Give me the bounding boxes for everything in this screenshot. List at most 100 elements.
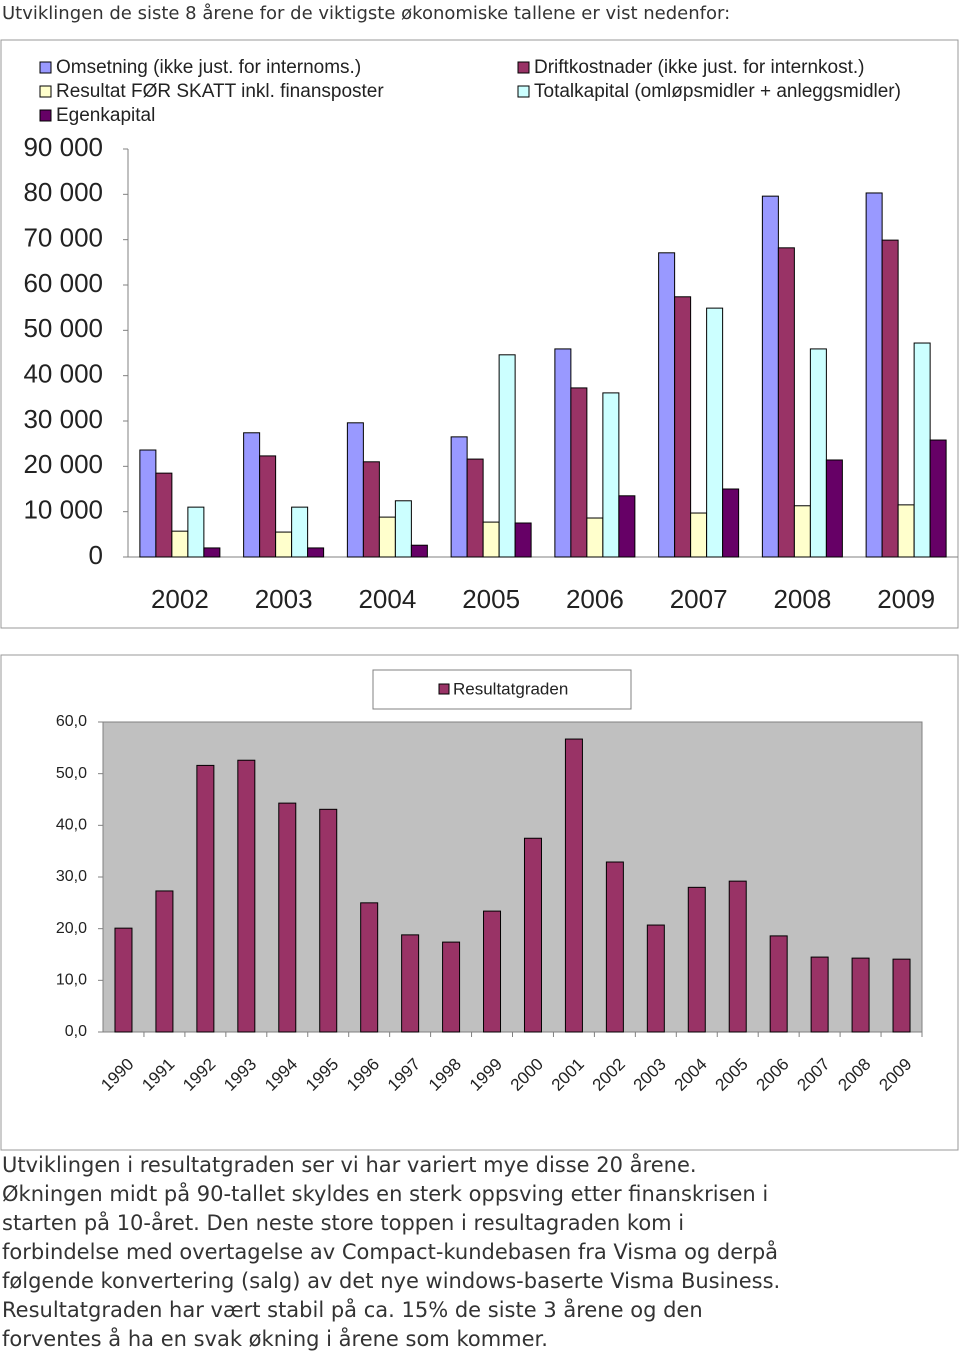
legend-label: Totalkapital (omløpsmidler + anleggsmidl… (534, 81, 901, 102)
bar (554, 348, 572, 558)
y-tick-label: 20 000 (23, 449, 103, 479)
y-tick-label: 60,0 (56, 713, 87, 730)
bar (761, 195, 779, 558)
y-tick-label: 50,0 (56, 765, 87, 782)
legend-swatch (39, 109, 52, 122)
bar (687, 886, 706, 1033)
y-tick-label: 10,0 (56, 972, 87, 989)
bar (450, 436, 468, 558)
bar (319, 808, 338, 1033)
bar (203, 547, 221, 558)
paragraph-line: starten på 10-året. Den neste store topp… (2, 1210, 684, 1235)
y-tick-label: 10 000 (23, 495, 103, 525)
legend-label: Resultatgraden (453, 679, 568, 698)
y-tick-label: 60 000 (23, 268, 103, 298)
bar (646, 924, 665, 1033)
bar (728, 880, 747, 1033)
bar (401, 934, 420, 1033)
bar (139, 449, 157, 558)
legend-label: Driftkostnader (ikke just. for internkos… (534, 57, 865, 78)
y-tick-label: 40,0 (56, 817, 87, 834)
legend-swatch (517, 85, 530, 98)
bar (913, 342, 931, 558)
bar (769, 935, 788, 1033)
x-tick-label: 2002 (151, 584, 209, 614)
y-tick-label: 30,0 (56, 868, 87, 885)
bar (674, 296, 692, 558)
bar (825, 459, 843, 558)
bar (483, 910, 502, 1033)
legend-swatch (517, 61, 530, 74)
y-tick-label: 20,0 (56, 920, 87, 937)
bar (378, 516, 396, 558)
x-tick-label: 2003 (255, 584, 313, 614)
bar (442, 941, 461, 1033)
bar (881, 239, 899, 558)
bar (171, 530, 189, 558)
bar (466, 458, 484, 558)
bar (706, 307, 724, 558)
x-tick-label: 2008 (773, 584, 831, 614)
bar (360, 902, 379, 1033)
y-tick-label: 50 000 (23, 313, 103, 343)
bar (586, 517, 604, 558)
y-tick-label: 90 000 (23, 132, 103, 162)
paragraph-line: forventes å ha en svak økning i årene so… (2, 1326, 548, 1351)
x-tick-label: 2004 (358, 584, 416, 614)
bar (810, 956, 829, 1033)
legend-swatch (39, 61, 52, 74)
bar (602, 392, 620, 558)
bar (570, 387, 588, 558)
bar (809, 348, 827, 558)
x-tick-label: 2006 (566, 584, 624, 614)
bar (658, 252, 676, 558)
x-tick-label: 2009 (877, 584, 935, 614)
bar (514, 522, 532, 558)
bar (259, 455, 277, 558)
bar (482, 521, 500, 558)
paragraph-line: Utviklingen i resultatgraden ser vi har … (2, 1152, 697, 1177)
bar (564, 738, 583, 1033)
bar (155, 890, 174, 1033)
y-tick-label: 30 000 (23, 404, 103, 434)
bar (155, 472, 173, 558)
bar (929, 439, 947, 558)
paragraph-line: Resultatgraden har vært stabil på ca. 15… (2, 1297, 703, 1322)
legend-box (372, 669, 632, 710)
bar (394, 500, 412, 558)
bar (618, 495, 636, 558)
y-tick-label: 80 000 (23, 177, 103, 207)
bar (187, 506, 205, 558)
bar (346, 422, 364, 558)
bar (291, 506, 309, 558)
legend-label: Egenkapital (56, 105, 155, 126)
bar (777, 247, 795, 558)
bar (498, 354, 516, 558)
legend-label: Resultat FØR SKATT inkl. finansposter (56, 81, 384, 102)
intro-text: Utviklingen de siste 8 årene for de vikt… (2, 3, 730, 24)
bar (897, 504, 915, 558)
bar (307, 547, 325, 558)
legend-label: Omsetning (ikke just. for internoms.) (56, 57, 361, 78)
bar (362, 461, 380, 558)
y-tick-label: 0,0 (65, 1023, 87, 1040)
x-tick-label: 2007 (670, 584, 728, 614)
bar (114, 927, 133, 1033)
y-tick-label: 40 000 (23, 359, 103, 389)
bar (243, 432, 261, 558)
bar (690, 512, 708, 558)
paragraph-line: forbindelse med overtagelse av Compact-k… (2, 1239, 778, 1264)
bar (523, 837, 542, 1033)
bar (410, 544, 428, 558)
bar (237, 759, 256, 1033)
bar (278, 802, 297, 1033)
bar (793, 505, 811, 558)
paragraph-line: Økningen midt på 90-tallet skyldes en st… (2, 1181, 768, 1206)
legend-swatch (438, 683, 450, 695)
y-tick-label: 70 000 (23, 223, 103, 253)
bar (851, 957, 870, 1033)
paragraph-line: følgende konvertering (salg) av det nye … (2, 1269, 780, 1293)
bar (865, 192, 883, 558)
y-tick-label: 0 (89, 540, 103, 570)
